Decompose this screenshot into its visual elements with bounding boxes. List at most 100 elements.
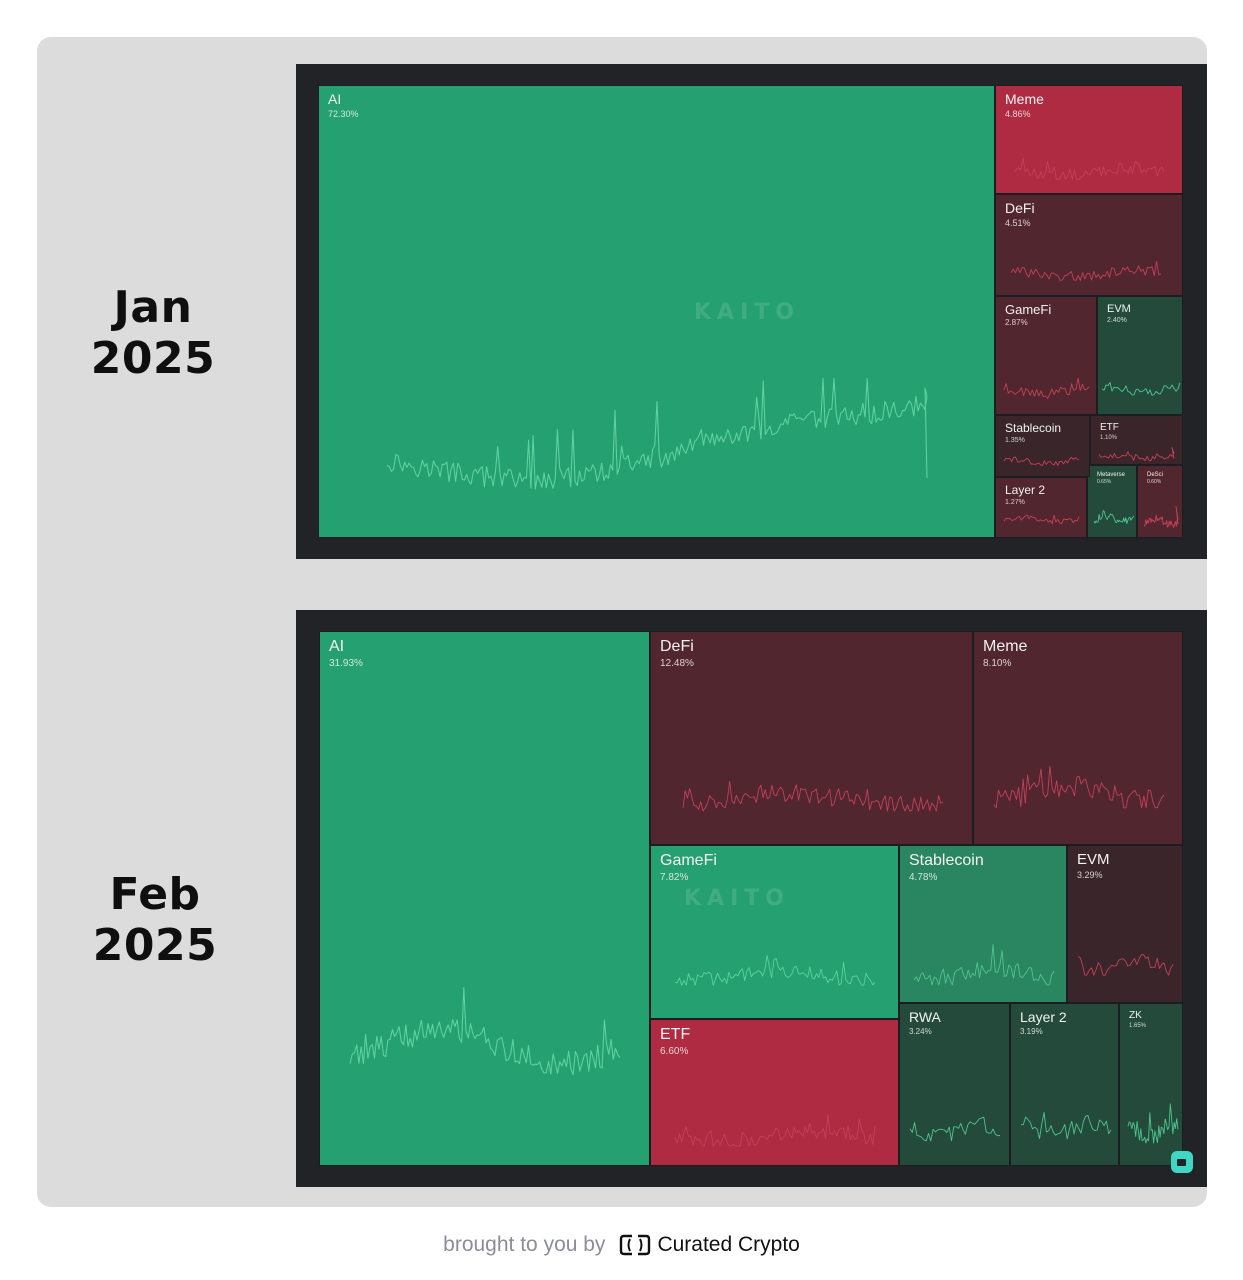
tile-percentage: 0.65% (1097, 478, 1112, 485)
tile-percentage: 1.10% (1100, 434, 1118, 441)
tile-rwa[interactable]: RWA 3.24% (899, 1003, 1010, 1166)
tile-label: ETF (1100, 422, 1119, 433)
tile-ai[interactable]: AI 72.30% (318, 85, 995, 538)
sparkline-path (1098, 447, 1175, 462)
treemap-jan-2025: DeSci 0.60% Metaverse 0.65% Layer 2 1.27% ETF 1… (296, 64, 1207, 559)
tile-stablecoin[interactable]: Stablecoin 4.78% (899, 845, 1067, 1003)
sparkline (1101, 382, 1181, 396)
kaito-badge-icon (1171, 1151, 1193, 1173)
sparkline-path (1127, 1103, 1179, 1144)
tile-label: Layer 2 (1020, 1009, 1067, 1025)
tile-desci[interactable]: DeSci 0.60% (1137, 465, 1183, 538)
tile-label: DeSci (1147, 472, 1164, 478)
sparkline (674, 955, 876, 986)
sparkline-path (386, 377, 928, 490)
sparkline (1013, 157, 1165, 180)
sparkline-path (674, 955, 876, 986)
tile-percentage: 2.40% (1107, 316, 1127, 324)
sparkline (1010, 260, 1162, 281)
kaito-watermark: KAITO (684, 886, 790, 911)
tile-label: Meme (983, 638, 1028, 655)
tile-percentage: 3.24% (909, 1026, 932, 1036)
tile-label: Stablecoin (1005, 421, 1062, 435)
tile-label: RWA (909, 1009, 941, 1025)
tile-label: EVM (1077, 851, 1110, 868)
tile-defi[interactable]: DeFi 12.48% (650, 631, 973, 845)
tile-label: GameFi (1005, 302, 1052, 317)
month-label-feb: Feb 2025 (92, 869, 218, 971)
tile-label: EVM (1107, 303, 1131, 315)
treemap-feb-2025: ZK 1.65% Layer 2 3.19% RWA 3.24% ETF 6.60% EVM 3.… (296, 610, 1207, 1187)
sparkline-path (349, 987, 621, 1076)
tile-layer-2[interactable]: Layer 2 3.19% (1010, 1003, 1119, 1166)
sparkline-path (1101, 382, 1181, 396)
tile-label: Meme (1005, 91, 1044, 107)
curated-crypto-logo-icon (620, 1234, 651, 1256)
tile-percentage: 1.65% (1129, 1022, 1147, 1029)
sparkline (913, 944, 1055, 986)
tile-evm[interactable]: EVM 2.40% (1097, 296, 1183, 415)
tile-label: ZK (1129, 1010, 1142, 1021)
sparkline-path (1143, 505, 1179, 528)
tile-ai[interactable]: AI 31.93% (319, 631, 650, 1166)
sparkline (349, 987, 621, 1076)
sparkline-path (1077, 954, 1174, 976)
tile-etf[interactable]: ETF 1.10% (1090, 415, 1183, 465)
tile-layer-2[interactable]: Layer 2 1.27% (995, 477, 1087, 538)
tile-stablecoin[interactable]: Stablecoin 1.35% (995, 415, 1090, 477)
tile-percentage: 72.30% (328, 108, 359, 119)
tile-evm[interactable]: EVM 3.29% (1067, 845, 1183, 1003)
sparkline (1127, 1103, 1179, 1144)
tile-defi[interactable]: DeFi 4.51% (995, 194, 1183, 296)
tile-zk[interactable]: ZK 1.65% (1119, 1003, 1183, 1166)
tile-percentage: 3.19% (1020, 1026, 1043, 1036)
sparkline (1093, 510, 1135, 525)
tile-percentage: 31.93% (329, 658, 363, 669)
tile-etf[interactable]: ETF 6.60% (650, 1019, 899, 1166)
sparkline-path (1003, 514, 1080, 525)
footer: brought to you by Curated Crypto (0, 1229, 1243, 1261)
tile-percentage: 3.29% (1077, 869, 1103, 880)
sparkline (909, 1116, 1001, 1142)
tile-metaverse[interactable]: Metaverse 0.65% (1087, 465, 1137, 538)
tile-percentage: 6.60% (660, 1046, 689, 1057)
sparkline (386, 377, 928, 490)
sparkline-path (1010, 260, 1162, 281)
sparkline-path (674, 1114, 876, 1147)
tile-meme[interactable]: Meme 4.86% (995, 85, 1183, 194)
sparkline (1003, 456, 1080, 467)
sparkline (682, 780, 944, 812)
tile-label: Metaverse (1097, 472, 1126, 478)
tile-label: Layer 2 (1005, 483, 1046, 497)
sparkline-path (913, 944, 1055, 986)
footer-prefix: brought to you by (443, 1233, 606, 1256)
sparkline-path (909, 1116, 1001, 1142)
tile-meme[interactable]: Meme 8.10% (973, 631, 1183, 845)
tile-label: GameFi (660, 852, 717, 869)
sparkline-path (1003, 377, 1090, 399)
footer-brand-name: Curated Crypto (657, 1233, 800, 1256)
sparkline-path (1020, 1112, 1112, 1140)
sparkline (993, 765, 1165, 809)
sparkline (1098, 447, 1175, 462)
tile-percentage: 12.48% (660, 658, 694, 669)
kaito-watermark: KAITO (694, 300, 800, 325)
month-label-jan: Jan 2025 (90, 282, 216, 384)
sparkline-path (682, 780, 944, 812)
sparkline (1020, 1112, 1112, 1140)
sparkline-path (1093, 510, 1135, 525)
tile-gamefi[interactable]: GameFi 2.87% (995, 296, 1097, 415)
tile-label: AI (329, 638, 345, 655)
sparkline (1077, 954, 1174, 976)
tile-percentage: 4.51% (1005, 217, 1031, 228)
sparkline-path (993, 765, 1165, 809)
tile-label: AI (328, 91, 342, 107)
sparkline-path (1013, 157, 1165, 180)
tile-gamefi[interactable]: GameFi 7.82% (650, 845, 899, 1019)
sparkline (1003, 377, 1090, 399)
tile-percentage: 4.86% (1005, 108, 1031, 119)
footer-brand[interactable]: Curated Crypto (619, 1233, 800, 1257)
sparkline (674, 1114, 876, 1147)
tile-percentage: 4.78% (909, 872, 938, 883)
tile-percentage: 0.60% (1147, 478, 1162, 485)
